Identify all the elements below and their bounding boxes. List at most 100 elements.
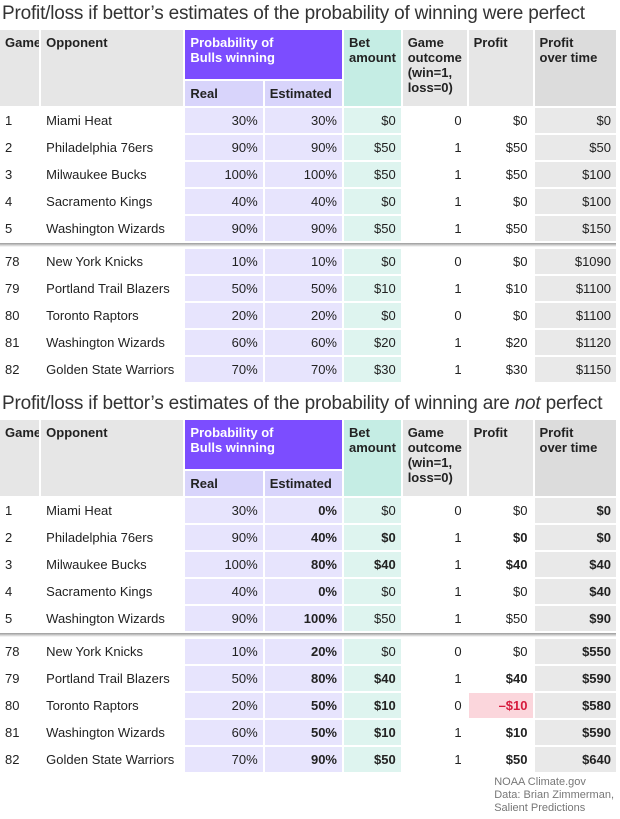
cell-profit: $0: [513, 194, 528, 209]
cell-real: 100%: [185, 552, 263, 577]
cell-game: 81: [5, 725, 20, 740]
cell-outcome: 0: [454, 308, 462, 323]
cell-game: 80: [5, 698, 20, 713]
cell-game: 1: [5, 113, 13, 128]
rows-bottom: 78 New York Knicks 10% 10% $0 0 $0 $1090 79 Portl…: [0, 249, 616, 382]
rows-bottom: 78 New York Knicks 10% 20% $0 0 $0 $550 79 Portla…: [0, 639, 616, 772]
header-profit: Profit: [468, 420, 533, 496]
cell-real: 50%: [185, 666, 263, 691]
cell-estimated: 100%: [264, 162, 342, 187]
cell-estimated: 30%: [264, 108, 342, 133]
cell-bet: $10: [344, 276, 401, 301]
table-row: 78 New York Knicks 10% 20% $0 0 $0 $550: [0, 639, 616, 664]
cell-bet: $0: [344, 249, 401, 274]
cell-profit-over-time: $0: [534, 525, 616, 550]
cell-game: 78: [5, 254, 20, 269]
cell-real: 90%: [185, 606, 263, 631]
cell-profit: $0: [513, 644, 528, 659]
cell-profit: $50: [505, 752, 528, 767]
cell-bet: $0: [344, 189, 401, 214]
header-probability: Probability of Bulls winning: [185, 30, 342, 79]
cell-profit-over-time: $590: [534, 666, 616, 691]
header-opponent: Opponent: [41, 30, 184, 106]
cell-game: 80: [5, 308, 20, 323]
cell-bet: $0: [344, 639, 401, 664]
cell-bet: $0: [344, 579, 401, 604]
cell-profit: $50: [505, 167, 528, 182]
cell-opponent: Portland Trail Blazers: [46, 671, 170, 686]
cell-estimated: 90%: [264, 216, 342, 241]
cell-profit-over-time: $550: [534, 639, 616, 664]
header-game-outcome: Game outcome (win=1, loss=0): [402, 30, 467, 106]
imperfect-estimates-table: Game Opponent Probability of Bulls winni…: [0, 418, 618, 774]
cell-profit-over-time: $1100: [534, 303, 616, 328]
cell-opponent: Toronto Raptors: [46, 698, 139, 713]
cell-game: 3: [5, 557, 13, 572]
cell-opponent: Golden State Warriors: [46, 362, 175, 377]
header-bet-amount: Bet amount: [344, 30, 401, 106]
cell-outcome: 0: [454, 254, 462, 269]
cell-estimated: 80%: [264, 666, 342, 691]
cell-real: 100%: [185, 162, 263, 187]
perfect-estimates-table: Game Opponent Probability of Bulls winni…: [0, 28, 618, 384]
cell-game: 2: [5, 530, 13, 545]
cell-estimated: 40%: [264, 189, 342, 214]
cell-profit-over-time: $1090: [534, 249, 616, 274]
cell-game: 1: [5, 503, 13, 518]
cell-profit-over-time: $1100: [534, 276, 616, 301]
cell-outcome: 1: [454, 752, 462, 767]
cell-estimated: 60%: [264, 330, 342, 355]
cell-real: 10%: [185, 249, 263, 274]
cell-outcome: 0: [454, 644, 462, 659]
cell-bet: $50: [344, 216, 401, 241]
cell-bet: $0: [344, 498, 401, 523]
cell-estimated: 90%: [264, 747, 342, 772]
cell-estimated: 0%: [264, 498, 342, 523]
cell-opponent: Milwaukee Bucks: [46, 557, 147, 572]
cell-estimated: 50%: [264, 720, 342, 745]
cell-outcome: 1: [454, 221, 462, 236]
cell-estimated: 40%: [264, 525, 342, 550]
cell-estimated: 80%: [264, 552, 342, 577]
cell-bet: $40: [344, 666, 401, 691]
table-row: 2 Philadelphia 76ers 90% 40% $0 1 $0 $0: [0, 525, 616, 550]
cell-profit: $10: [505, 725, 528, 740]
table-row: 78 New York Knicks 10% 10% $0 0 $0 $1090: [0, 249, 616, 274]
cell-profit: $40: [505, 557, 528, 572]
cell-estimated: 50%: [264, 693, 342, 718]
credit-line: Data: Brian Zimmerman,: [494, 789, 614, 801]
cell-profit-over-time: $580: [534, 693, 616, 718]
cell-bet: $20: [344, 330, 401, 355]
header-game: Game: [0, 30, 40, 106]
cell-profit: $0: [513, 308, 528, 323]
header-profit-over-time: Profit over time: [534, 30, 616, 106]
cell-outcome: 1: [454, 530, 462, 545]
cell-real: 60%: [185, 720, 263, 745]
cell-estimated: 10%: [264, 249, 342, 274]
table-row: 3 Milwaukee Bucks 100% 80% $40 1 $40 $40: [0, 552, 616, 577]
header-profit-over-time: Profit over time: [534, 420, 616, 496]
header-real: Real: [185, 81, 263, 106]
cell-opponent: Philadelphia 76ers: [46, 140, 154, 155]
cell-opponent: Sacramento Kings: [46, 584, 153, 599]
cell-profit: $40: [505, 671, 528, 686]
cell-real: 70%: [185, 747, 263, 772]
cell-opponent: Washington Wizards: [46, 611, 165, 626]
cell-outcome: 1: [454, 140, 462, 155]
cell-opponent: Toronto Raptors: [46, 308, 139, 323]
table-row: 3 Milwaukee Bucks 100% 100% $50 1 $50 $100: [0, 162, 616, 187]
cell-game: 82: [5, 362, 20, 377]
header-game: Game: [0, 420, 40, 496]
cell-profit: $50: [505, 221, 528, 236]
cell-bet: $10: [344, 693, 401, 718]
cell-real: 40%: [185, 579, 263, 604]
cell-outcome: 1: [454, 335, 462, 350]
cell-outcome: 0: [454, 113, 462, 128]
cell-profit: $0: [513, 584, 528, 599]
cell-profit: –$10: [468, 693, 533, 718]
cell-outcome: 1: [454, 671, 462, 686]
table-row: 79 Portland Trail Blazers 50% 50% $10 1 $10 $11…: [0, 276, 616, 301]
cell-opponent: Washington Wizards: [46, 335, 165, 350]
cell-estimated: 100%: [264, 606, 342, 631]
cell-opponent: Washington Wizards: [46, 221, 165, 236]
